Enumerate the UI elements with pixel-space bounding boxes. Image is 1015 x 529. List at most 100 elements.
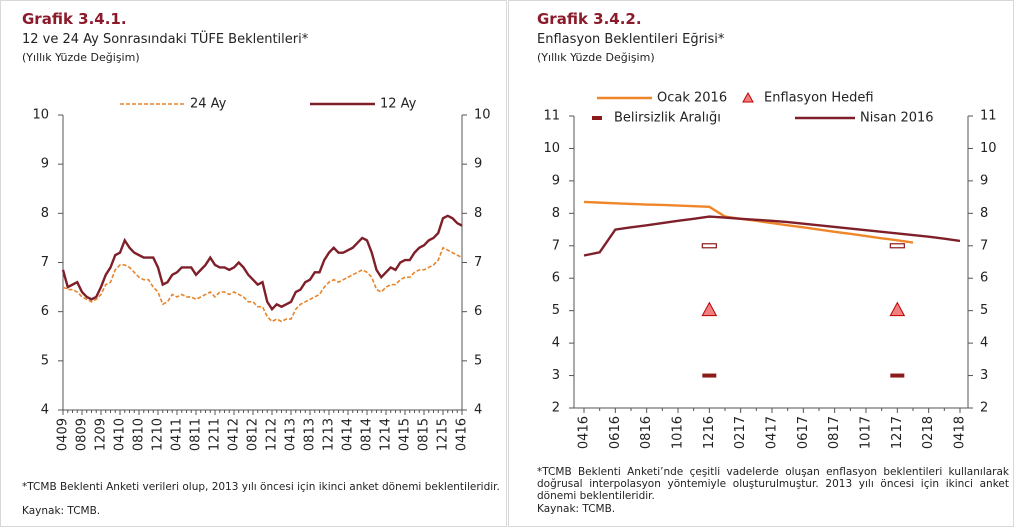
y-tick-label: 8 [552,206,560,221]
y-tick-label: 5 [552,303,560,318]
y2-tick-label: 9 [980,173,988,188]
x-tick-label: 0218 [921,416,936,449]
legend-swatch [742,91,754,103]
y-tick-label: 5 [41,353,49,368]
x-tick-label: 0415 [398,418,413,451]
series-line [62,246,463,323]
x-tick-label: 0410 [113,418,128,451]
target-marker [889,301,906,317]
x-tick-label: 1016 [671,416,686,449]
x-tick-label: 0409 [56,418,71,451]
legend-label: Enflasyon Hedefi [764,91,874,106]
x-tick-label: 0813 [303,418,318,451]
x-tick-label: 0417 [765,416,780,449]
source: Kaynak: TCMB. [537,503,616,515]
x-tick-label: 1213 [322,418,337,451]
x-tick-label: 0411 [170,418,185,451]
y2-tick-label: 4 [474,403,482,418]
y2-tick-label: 8 [980,206,988,221]
x-tick-label: 0412 [227,418,242,451]
y2-tick-label: 7 [474,255,482,270]
target-marker [701,301,718,317]
x-tick-label: 1217 [890,416,905,449]
unit-label: (Yıllık Yüzde Değişim) [22,51,140,64]
chart-title: Grafik 3.4.2. [537,10,642,28]
y2-tick-label: 5 [980,303,988,318]
panel-border [508,0,1014,527]
legend-label: 12 Ay [380,97,417,112]
x-tick-label: 0413 [284,418,299,451]
series-line [61,214,463,312]
x-tick-label: 0217 [733,416,748,449]
range-high [701,243,717,249]
y-tick-label: 6 [552,271,560,286]
x-tick-label: 1211 [208,418,223,451]
y-tick-label: 9 [552,173,560,188]
legend-label: Nisan 2016 [860,111,934,126]
range-high [889,243,905,249]
legend-label: 24 Ay [190,97,227,112]
source: Kaynak: TCMB. [22,505,101,517]
y2-tick-label: 10 [474,108,491,123]
x-tick-label: 1216 [702,416,717,449]
range-low [890,373,905,378]
y-tick-label: 7 [552,238,560,253]
y-tick-label: 4 [41,403,49,418]
panel-border [0,0,507,527]
y2-tick-label: 6 [474,304,482,319]
footnote: *TCMB Beklenti Anketi’nde çeşitli vadele… [537,466,1009,502]
chart-title: Grafik 3.4.1. [22,10,127,28]
y2-tick-label: 10 [980,141,997,156]
y-tick-label: 2 [552,401,560,416]
x-tick-label: 1017 [859,416,874,449]
x-tick-label: 0416 [577,416,592,449]
y2-tick-label: 11 [980,109,997,124]
series-line [583,200,914,244]
x-tick-label: 0817 [827,416,842,449]
y-tick-label: 10 [543,141,560,156]
x-tick-label: 0811 [189,418,204,451]
y-tick-label: 7 [41,255,49,270]
x-tick-label: 0418 [953,416,968,449]
y2-tick-label: 8 [474,206,482,221]
y2-tick-label: 9 [474,157,482,172]
y-tick-label: 6 [41,304,49,319]
x-tick-label: 1209 [94,418,109,451]
y2-tick-label: 5 [474,353,482,368]
y2-tick-label: 7 [980,238,988,253]
x-tick-label: 0815 [417,418,432,451]
chart-subtitle: Enflasyon Beklentileri Eğrisi* [537,32,725,47]
x-tick-label: 0812 [246,418,261,451]
y-tick-label: 9 [41,157,49,172]
y2-tick-label: 6 [980,271,988,286]
x-tick-label: 0816 [639,416,654,449]
y-tick-label: 10 [32,108,49,123]
x-tick-label: 0809 [75,418,90,451]
y2-tick-label: 3 [980,368,988,383]
x-tick-label: 0617 [796,416,811,449]
chart-subtitle: 12 ve 24 Ay Sonrasındaki TÜFE Beklentile… [22,32,309,47]
y-tick-label: 8 [41,206,49,221]
y-tick-label: 4 [552,336,560,351]
x-tick-label: 0810 [132,418,147,451]
x-tick-label: 1210 [151,418,166,451]
legend-swatch [592,116,602,120]
legend-label: Belirsizlik Aralığı [614,111,721,126]
x-tick-label: 0814 [360,418,375,451]
footnote: *TCMB Beklenti Anketi verileri olup, 201… [22,481,500,493]
range-low [702,373,717,378]
x-tick-label: 1214 [379,418,394,451]
x-tick-label: 1212 [265,418,280,451]
y2-tick-label: 4 [980,336,988,351]
x-tick-label: 0414 [341,418,356,451]
y2-tick-label: 2 [980,401,988,416]
y-tick-label: 3 [552,368,560,383]
unit-label: (Yıllık Yüzde Değişim) [537,51,655,64]
y-tick-label: 11 [543,109,560,124]
series-line [583,215,961,257]
x-tick-label: 0616 [608,416,623,449]
x-tick-label: 0416 [455,418,470,451]
legend-label: Ocak 2016 [657,91,727,106]
